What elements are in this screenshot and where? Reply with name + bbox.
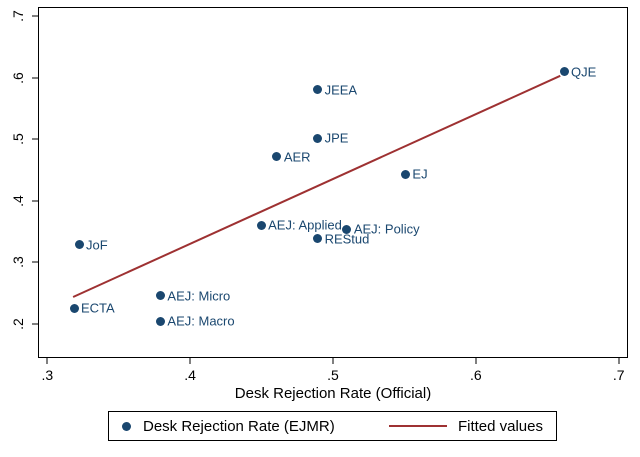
point-label: AEJ: Micro	[167, 288, 231, 304]
data-point	[74, 240, 84, 250]
x-tick	[475, 358, 477, 364]
point-label: AEJ: Applied	[268, 217, 342, 233]
legend-item-fitted: Fitted values	[388, 417, 543, 435]
x-tick	[189, 358, 191, 364]
y-tick	[32, 323, 38, 325]
data-point	[256, 220, 266, 230]
x-tick	[618, 358, 620, 364]
legend-item-ejmr: Desk Rejection Rate (EJMR)	[122, 419, 335, 434]
data-point	[559, 67, 569, 77]
x-tick-label: .3	[41, 367, 54, 383]
x-tick	[46, 358, 48, 364]
legend-label-ejmr: Desk Rejection Rate (EJMR)	[143, 417, 335, 435]
y-tick-label: .4	[10, 194, 26, 207]
data-point	[400, 169, 410, 179]
point-label: AER	[283, 149, 311, 165]
point-label: AEJ: Policy	[353, 221, 420, 237]
legend: Desk Rejection Rate (EJMR) Fitted values	[108, 411, 557, 441]
point-label: REStud	[324, 231, 370, 247]
plot-area: ECTA JoF AEJ: Micro AEJ: Macro AEJ: Applied A…	[38, 7, 628, 358]
x-tick	[332, 358, 334, 364]
point-label: JPE	[324, 130, 349, 146]
y-tick-label: .5	[10, 133, 26, 146]
point-label: EJ	[412, 166, 428, 182]
x-tick-label: .5	[327, 367, 339, 383]
legend-line-marker-icon	[388, 425, 447, 427]
data-point	[313, 133, 323, 143]
y-tick-label: .6	[10, 71, 26, 84]
point-label: AEJ: Macro	[167, 313, 235, 329]
point-label: JoF	[86, 237, 108, 253]
y-tick	[32, 77, 38, 79]
y-tick	[32, 261, 38, 263]
y-tick	[32, 138, 38, 140]
data-point	[313, 234, 323, 244]
legend-dot-marker-icon	[122, 421, 131, 431]
y-tick	[32, 15, 38, 17]
y-tick-label: .3	[10, 256, 26, 269]
data-point	[272, 152, 282, 162]
data-point	[155, 291, 165, 301]
data-point	[155, 316, 165, 326]
data-point	[313, 85, 323, 95]
fitted-line	[72, 74, 561, 298]
data-point	[69, 303, 79, 313]
x-tick-label: .4	[184, 367, 196, 383]
y-tick	[32, 200, 38, 202]
point-label: JEEA	[324, 82, 358, 98]
x-axis-title: Desk Rejection Rate (Official)	[234, 385, 432, 402]
y-tick-label: .2	[10, 318, 26, 330]
data-point	[342, 224, 352, 234]
x-tick-label: .6	[470, 367, 482, 383]
point-label: ECTA	[81, 300, 115, 316]
legend-label-fitted: Fitted values	[457, 417, 543, 435]
x-tick-label: .7	[612, 367, 625, 383]
y-tick-label: .7	[10, 10, 26, 22]
point-label: QJE	[571, 64, 597, 80]
